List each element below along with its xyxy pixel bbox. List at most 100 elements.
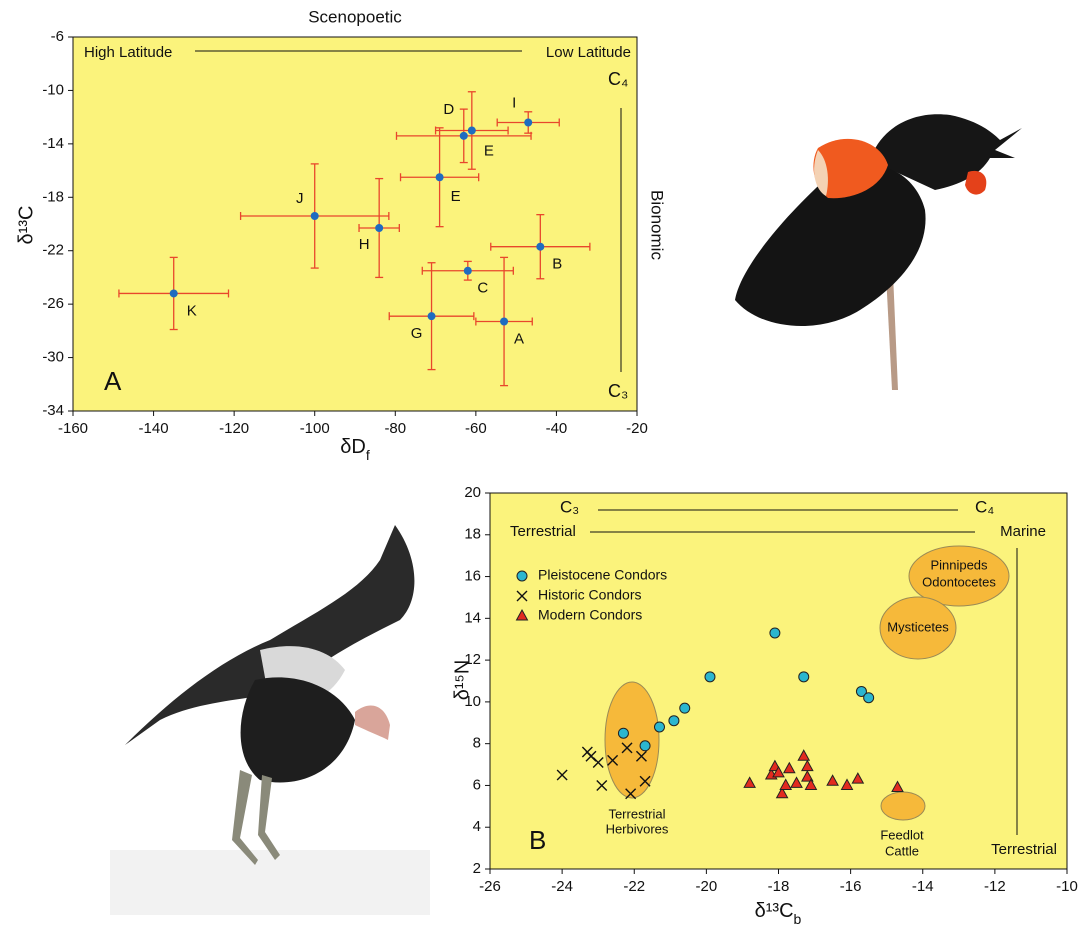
point-label: I: [512, 94, 516, 111]
c3-annotation: C₃: [560, 497, 579, 516]
point-label: G: [411, 325, 423, 342]
region: [605, 682, 659, 798]
left-annotation: Terrestrial: [510, 523, 576, 540]
y-tick-label: -14: [42, 135, 64, 152]
point: [500, 318, 508, 326]
bottom-annotation: Terrestrial: [991, 841, 1057, 858]
point-label: K: [187, 302, 197, 319]
x-tick-label: -26: [479, 878, 501, 895]
x-tick-label: -120: [219, 420, 249, 437]
right-annotation: Low Latitude: [546, 44, 631, 61]
y-tick-label: 20: [464, 484, 481, 501]
x-tick-label: -160: [58, 420, 88, 437]
blackbird-photo: [735, 114, 1022, 390]
left-annotation: High Latitude: [84, 44, 172, 61]
y-tick-label: 4: [473, 818, 481, 835]
legend-label: Historic Condors: [538, 587, 641, 603]
y-axis-title: δ¹³C: [15, 206, 37, 245]
y-tick-label: -22: [42, 242, 64, 259]
point-label: B: [552, 256, 562, 273]
point: [436, 173, 444, 181]
panel-label: A: [104, 366, 122, 396]
panel-label: B: [529, 825, 546, 855]
x-tick-label: -14: [912, 878, 934, 895]
c4-annotation: C₄: [608, 69, 628, 89]
point: [524, 118, 532, 126]
region-label: Cattle: [885, 843, 919, 858]
point: [864, 693, 874, 703]
point: [640, 741, 650, 751]
region-label: Pinnipeds: [930, 557, 988, 572]
point: [460, 132, 468, 140]
c4-annotation: C₄: [975, 497, 994, 516]
point: [680, 703, 690, 713]
region-label: Mysticetes: [887, 619, 949, 634]
y-tick-label: -30: [42, 349, 64, 366]
x-axis-title-subscript: f: [366, 447, 370, 463]
x-tick-label: -140: [139, 420, 169, 437]
point-label: E: [451, 188, 461, 205]
region-label: Odontocetes: [922, 574, 996, 589]
x-tick-label: -10: [1056, 878, 1078, 895]
x-tick-label: -100: [300, 420, 330, 437]
figure: -160 -140 -120 -100 -80 -60 -40 -20 -34 -30 -26 -22…: [0, 0, 1078, 934]
x-axis-title-main: δ¹³C: [755, 900, 794, 922]
point: [468, 127, 476, 135]
y-tick-label: 6: [473, 776, 481, 793]
right-label: Bionomic: [648, 190, 667, 260]
x-tick-label: -80: [384, 420, 406, 437]
x-tick-label: -20: [626, 420, 648, 437]
point-label: J: [296, 190, 304, 207]
region-label: Feedlot: [880, 827, 924, 842]
point: [428, 312, 436, 320]
y-axis-title: δ¹⁵N: [451, 660, 473, 701]
x-tick-label: -16: [840, 878, 862, 895]
x-tick-label: -18: [768, 878, 790, 895]
legend-label: Pleistocene Condors: [538, 567, 667, 583]
c3-annotation: C₃: [608, 381, 628, 401]
y-tick-label: -34: [42, 402, 64, 419]
point: [799, 672, 809, 682]
x-tick-label: -24: [551, 878, 573, 895]
x-axis-title: δ¹³Cb: [755, 900, 802, 926]
region: [881, 792, 925, 820]
point: [669, 716, 679, 726]
point: [311, 212, 319, 220]
x-tick-label: -12: [984, 878, 1006, 895]
x-axis-title-main: δD: [340, 436, 366, 458]
point: [375, 224, 383, 232]
x-axis-title: δDf: [340, 436, 370, 462]
x-tick-label: -20: [696, 878, 718, 895]
region-label: Terrestrial: [608, 806, 665, 821]
y-tick-label: -10: [42, 81, 64, 98]
point: [170, 289, 178, 297]
y-tick-label: 18: [464, 526, 481, 543]
point: [770, 628, 780, 638]
y-tick-label: -18: [42, 188, 64, 205]
y-tick-label: 2: [473, 860, 481, 877]
x-tick-label: -22: [623, 878, 645, 895]
right-annotation: Marine: [1000, 523, 1046, 540]
legend-label: Modern Condors: [538, 607, 642, 623]
plot-area: [73, 37, 637, 411]
x-tick-label: -60: [465, 420, 487, 437]
x-axis-title-subscript: b: [794, 911, 802, 927]
y-tick-label: -26: [42, 295, 64, 312]
y-tick-label: -6: [51, 28, 64, 45]
point: [464, 267, 472, 275]
point: [705, 672, 715, 682]
region-label: Herbivores: [606, 821, 669, 836]
top-label: Scenopoetic: [308, 7, 402, 26]
point: [536, 243, 544, 251]
point-label: H: [359, 236, 370, 253]
point: [618, 728, 628, 738]
x-tick-label: -40: [546, 420, 568, 437]
point: [654, 722, 664, 732]
point-label: A: [514, 330, 524, 347]
point-label: C: [477, 280, 488, 297]
point-label: E: [484, 142, 494, 159]
legend-marker: [517, 571, 527, 581]
y-tick-label: 14: [464, 609, 481, 626]
y-tick-label: 16: [464, 568, 481, 585]
y-tick-label: 8: [473, 735, 481, 752]
